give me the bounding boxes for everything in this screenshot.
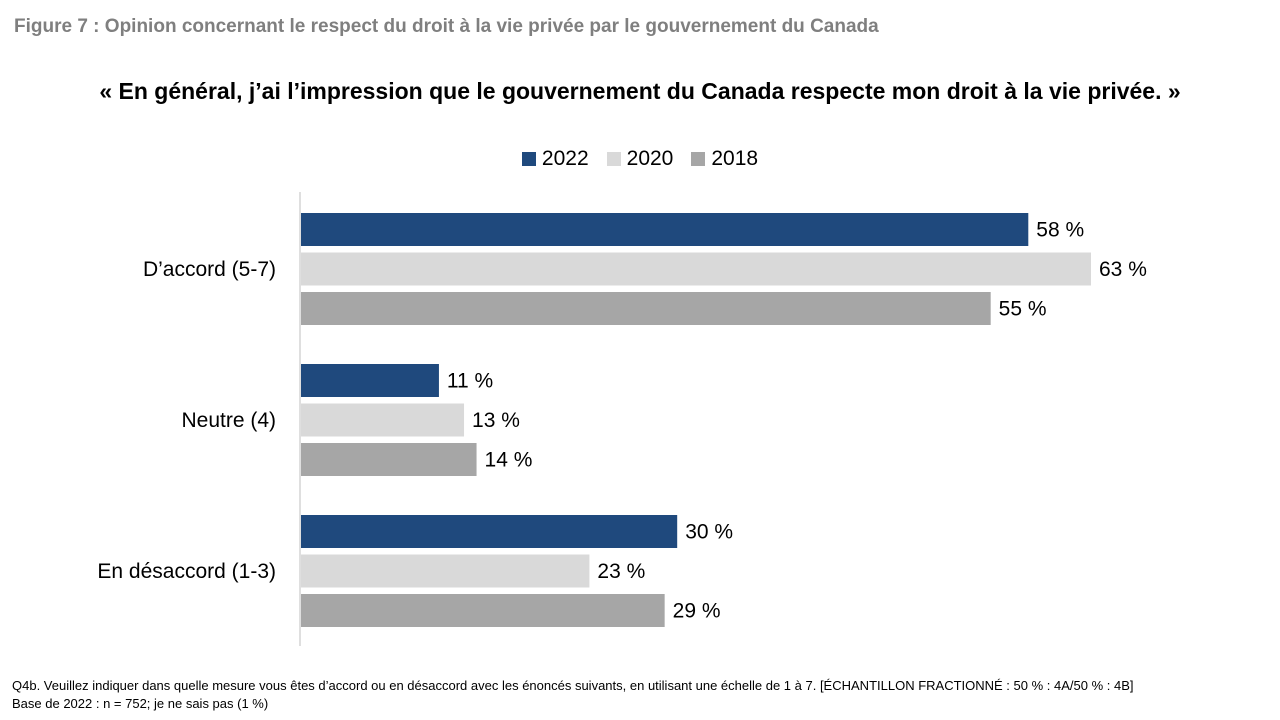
- data-label-2022: 30 %: [685, 521, 733, 544]
- bar-2022: [301, 515, 678, 548]
- data-label-2018: 14 %: [485, 449, 533, 472]
- data-label-2020: 63 %: [1099, 258, 1147, 281]
- figure-title: Figure 7 : Opinion concernant le respect…: [14, 16, 879, 37]
- bar-chart: D’accord (5-7) 58 % 63 % 55 % Neutre (4) 11 %…: [97, 192, 1147, 646]
- legend-item-2018: 2018: [691, 147, 758, 171]
- chart-legend: 2022 2020 2018: [0, 147, 1280, 171]
- legend-swatch-2020: [606, 152, 621, 166]
- bar-2022: [301, 213, 1029, 246]
- bar-2020: [301, 403, 465, 437]
- data-label-2022: 11 %: [447, 370, 493, 393]
- data-label-2022: 58 %: [1036, 219, 1084, 242]
- legend-label-2022: 2022: [541, 147, 589, 170]
- data-label-2018: 29 %: [673, 600, 721, 623]
- bar-2022: [301, 364, 439, 397]
- legend-item-2022: 2022: [521, 147, 589, 171]
- data-label-2018: 55 %: [999, 298, 1047, 321]
- data-label-2020: 13 %: [472, 409, 520, 432]
- legend-label-2018: 2018: [711, 147, 759, 170]
- bar-2018: [301, 594, 665, 627]
- bar-2018: [301, 443, 477, 476]
- footnote-base: Base de 2022 : n = 752; je ne sais pas (…: [12, 696, 269, 711]
- legend-swatch-2018: [691, 152, 706, 166]
- bar-2020: [301, 554, 590, 588]
- bar-2020: [301, 252, 1091, 286]
- data-label-2020: 23 %: [597, 560, 645, 583]
- category-label: Neutre (4): [181, 409, 276, 432]
- bar-2018: [301, 292, 991, 325]
- footnote-question: Q4b. Veuillez indiquer dans quelle mesur…: [12, 678, 1134, 693]
- legend-label-2020: 2020: [626, 147, 674, 170]
- legend-item-2020: 2020: [606, 147, 674, 171]
- category-label: En désaccord (1-3): [97, 560, 276, 583]
- legend-swatch-2022: [521, 152, 536, 166]
- chart-title: « En général, j’ai l’impression que le g…: [99, 78, 1181, 104]
- category-label: D’accord (5-7): [143, 258, 276, 281]
